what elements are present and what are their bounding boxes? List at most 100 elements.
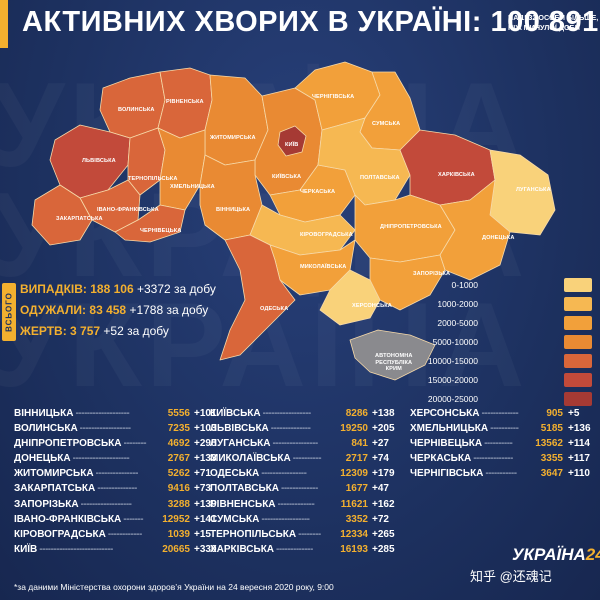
region-value: 3355 [540, 453, 563, 465]
region-name: ДОНЕЦЬКА [14, 453, 71, 465]
row-leader: -------------------- [72, 453, 130, 465]
total-deaths: ЖЕРТВ: 3 757 +52 за добу [20, 321, 216, 342]
row-leader: -------------- [270, 423, 311, 435]
zhihu-watermark: 知乎 @还魂记 [470, 569, 552, 584]
legend-swatch [564, 373, 592, 387]
region-name: ЧЕРНІГІВСЬКА [410, 468, 484, 480]
region-name: ЛЬВІВСЬКА [210, 423, 269, 435]
row-leader: ------------- [281, 483, 318, 495]
region-name: КИЇВСЬКА [210, 408, 261, 419]
region-name: ІВАНО-ФРАНКІВСЬКА [14, 513, 122, 525]
label-kirovohradska: КІРОВОГРАДСЬКА [300, 232, 353, 238]
recovered-delta: +1788 за добу [129, 303, 209, 317]
header-note: НА 1532 ОСОБИ БІЛЬШЕ, НІЖ МИНУЛОЇ ДОБИ [508, 13, 600, 33]
label-ternopilska: ТЕРНОПІЛЬСЬКА [128, 176, 178, 182]
region-value: 2717 [345, 453, 368, 465]
ukraina24-logo: УКРАЇНА24 [512, 545, 600, 569]
row-leader: ---------------- [272, 438, 318, 450]
label-kyiv: КИЇВ [285, 142, 299, 148]
region-value: 4692 [167, 438, 190, 450]
deaths-label: ЖЕРТВ: [20, 324, 67, 338]
label-ivanofrankivska: ІВАНО-ФРАНКІВСЬКА [97, 207, 159, 213]
label-zakarpatska: ЗАКАРПАТСЬКА [56, 216, 103, 222]
region-increase: +162 [372, 498, 395, 510]
legend-label: 5000-10000 [432, 337, 478, 347]
legend-swatch [564, 297, 592, 311]
region-increase: +179 [372, 468, 395, 480]
recovered-label: ОДУЖАЛИ: [20, 303, 87, 317]
row-leader: ------------------- [75, 408, 130, 419]
region-increase: +114 [568, 438, 590, 450]
recovered-value: 83 458 [89, 303, 127, 317]
region-value: 12952 [162, 513, 190, 525]
region-increase: +136 [568, 423, 591, 435]
label-crimea-line2: РЕСПУБЛІКА [375, 359, 413, 366]
legend-swatch [564, 335, 592, 349]
region-increase: +47 [372, 483, 389, 495]
region-name: ВОЛИНСЬКА [14, 423, 78, 435]
row-leader: ---------- [292, 453, 322, 465]
deaths-delta: +52 за добу [103, 324, 169, 338]
region-increase: +298 [194, 438, 217, 450]
region-name: ОДЕСЬКА [210, 468, 260, 480]
row-leader: ---------- [484, 438, 513, 450]
region-name: КИЇВ [14, 543, 38, 555]
region-increase: +205 [372, 423, 395, 435]
region-khersonska [319, 269, 381, 326]
row-leader: ----------------- [262, 408, 312, 419]
region-increase: +27 [372, 438, 389, 450]
region-zaporizka [369, 254, 446, 311]
row-leader: -------------------------- [39, 543, 113, 555]
region-increase: +133 [194, 453, 217, 465]
row-leader: -------------- [97, 483, 137, 495]
region-increase: +72 [372, 513, 389, 525]
region-value: 13562 [535, 438, 563, 450]
region-value: 5185 [540, 423, 563, 435]
region-increase: +15 [194, 528, 211, 540]
region-value: 2767 [167, 453, 190, 465]
deaths-value: 3 757 [70, 324, 101, 338]
region-increase: +330 [194, 543, 217, 555]
legend-swatch [564, 354, 592, 368]
region-increase: +141 [194, 513, 217, 525]
label-zaporizka: ЗАПОРІЗЬКА [413, 271, 451, 277]
total-recovered: ОДУЖАЛИ: 83 458 +1788 за добу [20, 300, 216, 321]
label-dnipropetrovska: ДНІПРОПЕТРОВСЬКА [380, 224, 442, 230]
region-name: ЧЕРКАСЬКА [410, 453, 472, 465]
label-volynska: ВОЛИНСЬКА [118, 107, 155, 113]
region-name: РІВНЕНСЬКА [210, 498, 276, 510]
label-vinnytska: ВІННИЦЬКА [216, 207, 251, 213]
label-odeska: ОДЕСЬКА [260, 306, 289, 312]
region-name: ЗАПОРІЗЬКА [14, 498, 79, 510]
region-value: 3647 [540, 468, 563, 480]
region-increase: +265 [372, 528, 395, 540]
header-accent-bar [0, 0, 8, 48]
label-crimea-line3: КРИМ [385, 366, 402, 372]
logo-number: 24 [585, 545, 600, 564]
legend-swatch [564, 392, 592, 406]
legend-swatch [564, 278, 592, 292]
region-increase: +74 [372, 453, 389, 465]
header-note-line2: НІЖ МИНУЛОЇ ДОБИ [508, 23, 580, 32]
totals-side-tag: ВСЬОГО [2, 283, 16, 341]
label-khersonska: ХЕРСОНСЬКА [352, 303, 392, 309]
region-khmelnytska [157, 127, 206, 211]
region-value: 8286 [345, 408, 368, 419]
region-value: 12334 [340, 528, 368, 540]
region-increase: +285 [372, 543, 395, 555]
region-volynska [99, 71, 166, 139]
label-sumska: СУМСЬКА [372, 121, 401, 127]
label-chernivetska: ЧЕРНІВЕЦЬКА [140, 228, 182, 234]
label-poltavska: ПОЛТАВСЬКА [360, 175, 400, 181]
label-zhytomyrska: ЖИТОМИРСЬКА [210, 135, 256, 141]
map-svg [31, 61, 556, 381]
label-khmelnytska: ХМЕЛЬНИЦЬКА [170, 184, 215, 190]
row-leader: -------- [123, 438, 147, 450]
label-rivnenska: РІВНЕНСЬКА [166, 99, 204, 105]
label-luhanska: ЛУГАНСЬКА [516, 187, 551, 193]
region-name: ДНІПРОПЕТРОВСЬКА [14, 438, 122, 450]
row-leader: -------- [298, 528, 321, 540]
region-value: 3352 [345, 513, 368, 525]
row-leader: --------------- [95, 468, 139, 480]
label-mykolaivska: МИКОЛАЇВСЬКА [300, 264, 347, 270]
